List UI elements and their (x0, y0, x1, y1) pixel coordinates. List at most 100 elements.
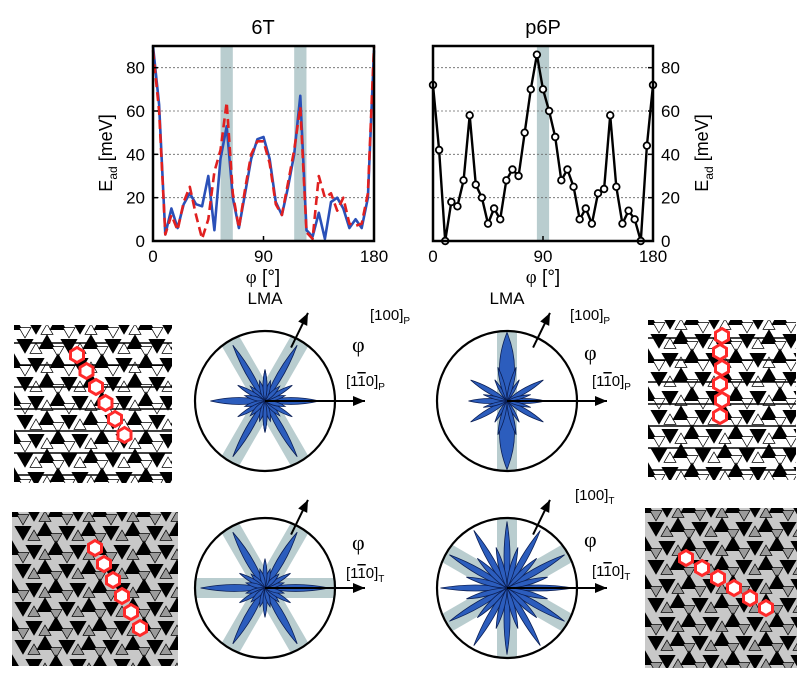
lattice-triangle (746, 579, 764, 594)
lattice-triangle (137, 571, 151, 583)
lattice-triangle (768, 508, 786, 513)
lattice-triangle (137, 429, 155, 444)
lattice-triangle (781, 586, 795, 598)
lattice-triangle (74, 325, 86, 335)
lattice-triangle (672, 329, 690, 344)
lattice-triangle (204, 644, 216, 654)
lattice-triangle (25, 621, 43, 636)
lattice-triangle (757, 517, 775, 532)
lattice-triangle (184, 385, 196, 395)
lattice-triangle (784, 322, 796, 334)
polar-bottom-left-lobe-4 (232, 587, 266, 645)
polar-top-left-dir100-arrow-head (298, 312, 308, 326)
lattice-triangle (182, 354, 198, 368)
lattice-triangle (669, 593, 687, 608)
lattice-triangle (12, 578, 21, 593)
lattice-triangle (724, 508, 742, 513)
chart-p6p-point (612, 182, 621, 192)
lattice-triangle (140, 499, 152, 509)
chart-p6p-xlabel: φ [°] (526, 267, 560, 288)
lattice-triangle (669, 517, 687, 532)
polar-bottom-right-lobe-20 (495, 586, 508, 629)
polar-tr-dir1b10: [110]P (592, 373, 631, 393)
lattice-triangle (148, 377, 166, 392)
lattice-triangle (713, 555, 731, 570)
chart-p6p-point (642, 141, 652, 150)
lattice-triangle (691, 598, 709, 613)
lattice-triangle (757, 631, 775, 646)
lattice-triangle (757, 555, 775, 570)
lattice-triangle (735, 636, 753, 651)
lattice-triangle (726, 567, 740, 579)
lattice-triangle (146, 602, 164, 617)
lattice-triangle (182, 430, 198, 444)
chart-p6p-title: p6P (525, 17, 561, 39)
lattice-triangle (645, 650, 654, 665)
lattice-triangle (27, 396, 45, 411)
polar-bottom-right-lobe-21 (506, 586, 519, 629)
polar-bottom-left-lobe-3 (232, 531, 266, 589)
molecule-ring (710, 568, 726, 588)
polar-top-left-x-arrow-head (353, 396, 365, 406)
polar-top-right-x-arrow-head (595, 396, 607, 406)
lattice-triangle (49, 353, 67, 368)
lattice-triangle (16, 628, 30, 640)
lattice-triangle (647, 522, 665, 537)
chart-p6p-point (599, 184, 609, 194)
lattice-triangle (664, 490, 676, 500)
lattice-triangle (28, 512, 40, 522)
chart-p6p-point (606, 111, 615, 120)
lattice-triangle (792, 642, 797, 651)
lattice-triangle (49, 325, 67, 330)
lattice-triangle (727, 386, 745, 401)
polar-bottom-right-lobe-13 (505, 557, 538, 590)
lattice-triangle (749, 391, 767, 406)
lattice-top-right-inner (648, 320, 796, 500)
lattice-triangle (691, 636, 709, 651)
lattice-triangle (69, 583, 87, 598)
lattice-triangle (729, 417, 743, 429)
chart-6t-xtick-label: 90 (254, 247, 273, 266)
lattice-triangle (648, 424, 657, 439)
lattice-triangle (779, 598, 797, 613)
polar-bottom-right-lobe-23 (505, 587, 548, 600)
polar-top-left-lobe-3 (232, 344, 266, 402)
lattice-triangle (749, 429, 767, 444)
lattice-triangle (58, 564, 76, 579)
molecule-ring (114, 586, 130, 606)
chart-p6p-point (575, 215, 584, 224)
lattice-triangle (49, 533, 63, 545)
chart-p6p-point (569, 182, 578, 192)
lattice-triangle (25, 659, 43, 666)
lattice-triangle (118, 325, 130, 335)
lattice-triangle (42, 662, 48, 666)
lattice-triangle (771, 348, 789, 363)
polar-top-right-lobe-14 (483, 400, 509, 408)
lattice-triangle (74, 495, 86, 505)
lattice-triangle (104, 377, 122, 392)
lattice-triangle (727, 320, 745, 325)
lattice-triangle (38, 334, 56, 349)
lattice-triangle (713, 631, 731, 646)
lattice-triangle (36, 597, 54, 612)
lattice-triangle (680, 612, 698, 627)
molecule-ring (742, 588, 758, 608)
lattice-triangle (162, 495, 174, 505)
lattice-triangle (649, 548, 663, 560)
polar-top-right (435, 312, 607, 473)
lattice-triangle (729, 455, 743, 467)
polar-top-right-lobe-16 (506, 367, 517, 402)
chart-p6p-point (557, 176, 566, 185)
lattice-triangle (80, 635, 98, 650)
polar-top-left-lobe-2 (264, 344, 298, 402)
lattice-triangle (60, 377, 78, 392)
lattice-triangle (779, 522, 797, 537)
molecule-ring (123, 602, 139, 622)
lattice-triangle (93, 353, 111, 368)
lattice-top-left (14, 325, 198, 509)
lattice-triangle (168, 521, 178, 536)
chart-6t-plot: 0 20 40 60 80 0 90 180 (126, 44, 388, 266)
lattice-triangle (693, 510, 707, 522)
lattice-triangle (650, 372, 668, 387)
lattice-triangle (658, 541, 676, 556)
